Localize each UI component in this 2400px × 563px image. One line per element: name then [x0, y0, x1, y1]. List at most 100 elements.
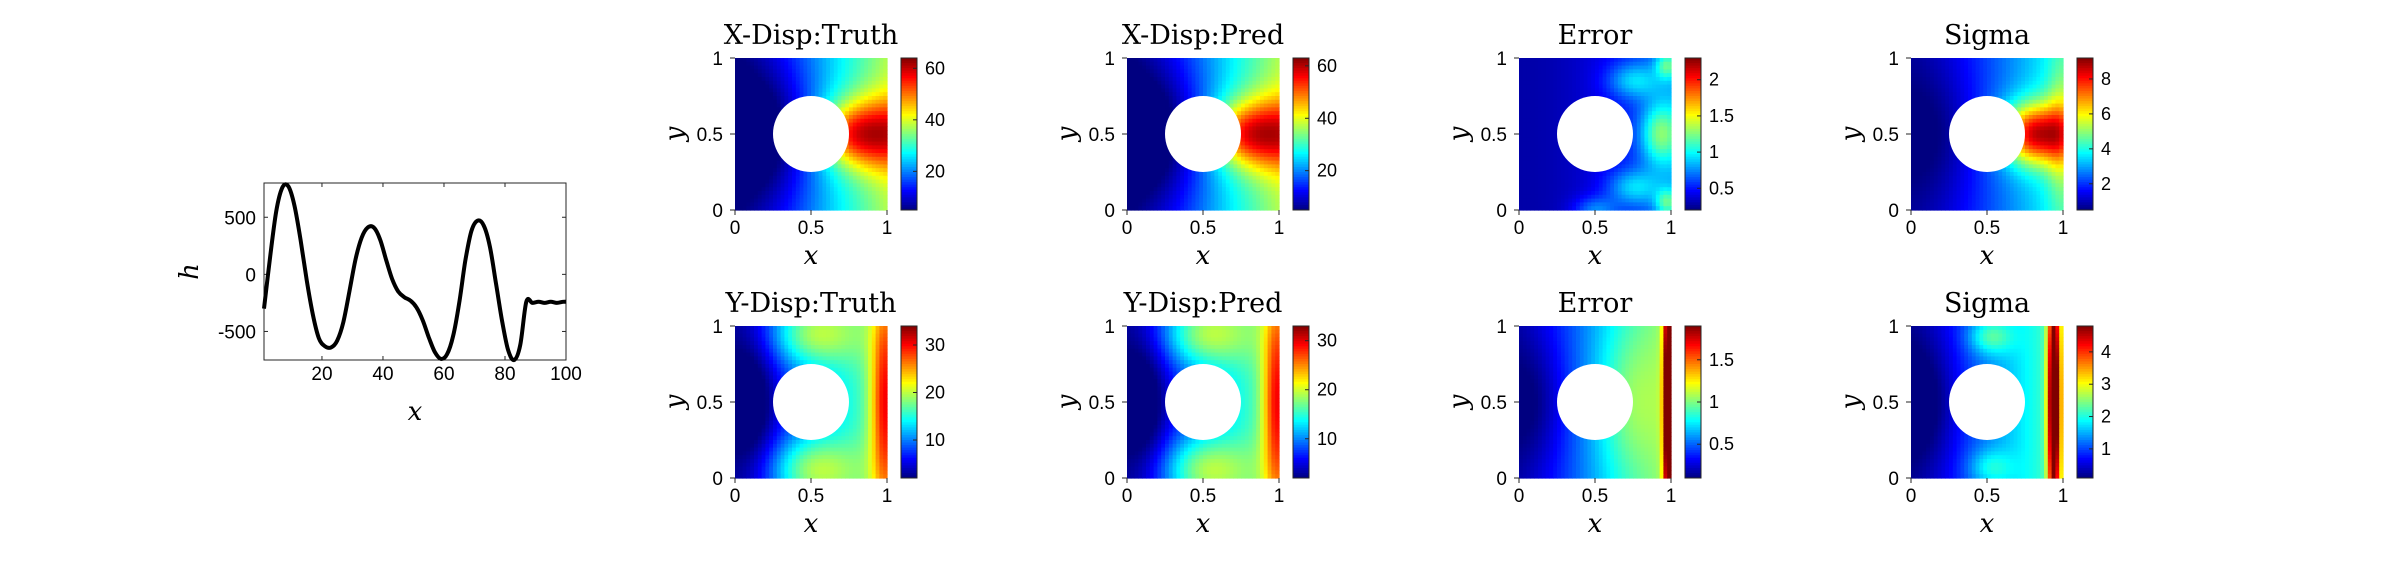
heatmap-cell [856, 149, 861, 154]
heatmap-cell [1222, 194, 1227, 200]
heatmap-cell [1659, 96, 1664, 101]
heatmap-cell [792, 61, 797, 67]
heatmap-cell [795, 191, 801, 196]
heatmap-cell [792, 198, 797, 203]
heatmap-cell [1557, 115, 1562, 120]
heatmap-cell [1572, 179, 1577, 184]
heatmap-cell [830, 194, 835, 200]
heatmap-cell [1241, 80, 1246, 86]
heatmap-cell [1579, 179, 1585, 184]
heatmap-cell [814, 77, 820, 82]
heatmap-cell [1534, 179, 1539, 184]
heatmap-cell [780, 194, 785, 200]
heatmap-cell [868, 160, 873, 165]
heatmap-cell [1576, 198, 1581, 203]
heatmap-cell [738, 92, 744, 97]
heatmap-cell [864, 198, 869, 203]
heatmap-cell [1267, 206, 1272, 211]
heatmap-cell [1206, 73, 1212, 78]
heatmap-cell [1553, 107, 1558, 112]
heatmap-cell [822, 175, 827, 181]
heatmap-cell [1233, 172, 1238, 177]
heatmap-cell [1248, 80, 1253, 86]
heatmap-cell [1519, 96, 1524, 101]
heatmap-cell [1127, 103, 1132, 108]
heatmap-cell [1667, 118, 1672, 124]
x-tick-label: 0 [730, 218, 741, 239]
heatmap-cell [1652, 96, 1657, 101]
heatmap-cell [1130, 191, 1136, 196]
heatmap-cell [1667, 107, 1672, 112]
heatmap-cell [1153, 164, 1158, 169]
heatmap-cell [1625, 191, 1630, 196]
heatmap-cell [1663, 126, 1668, 131]
heatmap-cell [765, 172, 770, 177]
heatmap-cell [1206, 88, 1212, 93]
heatmap-cell [1655, 65, 1661, 70]
heatmap-cell [1553, 156, 1558, 162]
heatmap-cell [822, 61, 827, 67]
colorbar-segment [1293, 108, 1309, 112]
heatmap-cell [1142, 164, 1147, 169]
heatmap-cell [875, 61, 880, 67]
heatmap-cell [1149, 187, 1155, 192]
heatmap-cell [1534, 58, 1539, 63]
heatmap-cell [1663, 103, 1668, 108]
heatmap-cell [879, 96, 884, 101]
heatmap-cell [757, 198, 763, 203]
heatmap-cell [807, 187, 812, 192]
heatmap-cell [1225, 69, 1231, 74]
heatmap-cell [1157, 58, 1162, 63]
heatmap-cell [1633, 84, 1638, 89]
heatmap-cell [735, 61, 740, 67]
heatmap-cell [1587, 65, 1592, 70]
heatmap-cell [1633, 107, 1638, 112]
heatmap-cell [1161, 145, 1166, 150]
heatmap-cell [1260, 160, 1265, 165]
heatmap-cell [1157, 84, 1162, 89]
heatmap-cell [1644, 73, 1649, 78]
heatmap-cell [1640, 96, 1645, 101]
heatmap-cell [1534, 164, 1539, 169]
heatmap-cell [1617, 88, 1623, 93]
heatmap-cell [795, 194, 801, 200]
heatmap-cell [780, 168, 785, 173]
heatmap-cell [1663, 156, 1668, 162]
heatmap-cell [860, 145, 865, 150]
heatmap-cell [1168, 92, 1174, 97]
heatmap-cell [1267, 153, 1272, 158]
heatmap-cell [1244, 202, 1250, 207]
heatmap-cell [776, 198, 782, 203]
heatmap-cell [1640, 153, 1645, 158]
heatmap-cell [1210, 179, 1215, 184]
heatmap-cell [1180, 194, 1185, 200]
heatmap-cell [1640, 160, 1645, 165]
heatmap-cell [1241, 130, 1246, 135]
heatmap-cell [1267, 61, 1272, 67]
heatmap-cell [1648, 122, 1653, 127]
heatmap-cell [1553, 77, 1558, 82]
heatmap-cell [1199, 172, 1204, 177]
heatmap-cell [1252, 191, 1257, 196]
heatmap-cell [761, 73, 766, 78]
heatmap-cell [1142, 145, 1147, 150]
heatmap-cell [1534, 126, 1539, 131]
heatmap-cell [1602, 61, 1607, 67]
heatmap-cell [841, 88, 846, 93]
heatmap-cell [1663, 92, 1668, 97]
heatmap-cell [1263, 183, 1269, 188]
heatmap-cell [1191, 92, 1196, 97]
heatmap-cell [1127, 141, 1132, 146]
heatmap-cell [833, 198, 839, 203]
heatmap-cell [1195, 73, 1200, 78]
heatmap-cell [1267, 88, 1272, 93]
heatmap-cell [1534, 194, 1539, 200]
heatmap-cell [1648, 141, 1653, 146]
heatmap-cell [1560, 73, 1566, 78]
heatmap-cell [1576, 194, 1581, 200]
heatmap-cell [1203, 172, 1208, 177]
heatmap-cell [776, 61, 782, 67]
heatmap-cell [1127, 107, 1132, 112]
heatmap-cell [754, 172, 759, 177]
heatmap-cell [883, 179, 888, 184]
